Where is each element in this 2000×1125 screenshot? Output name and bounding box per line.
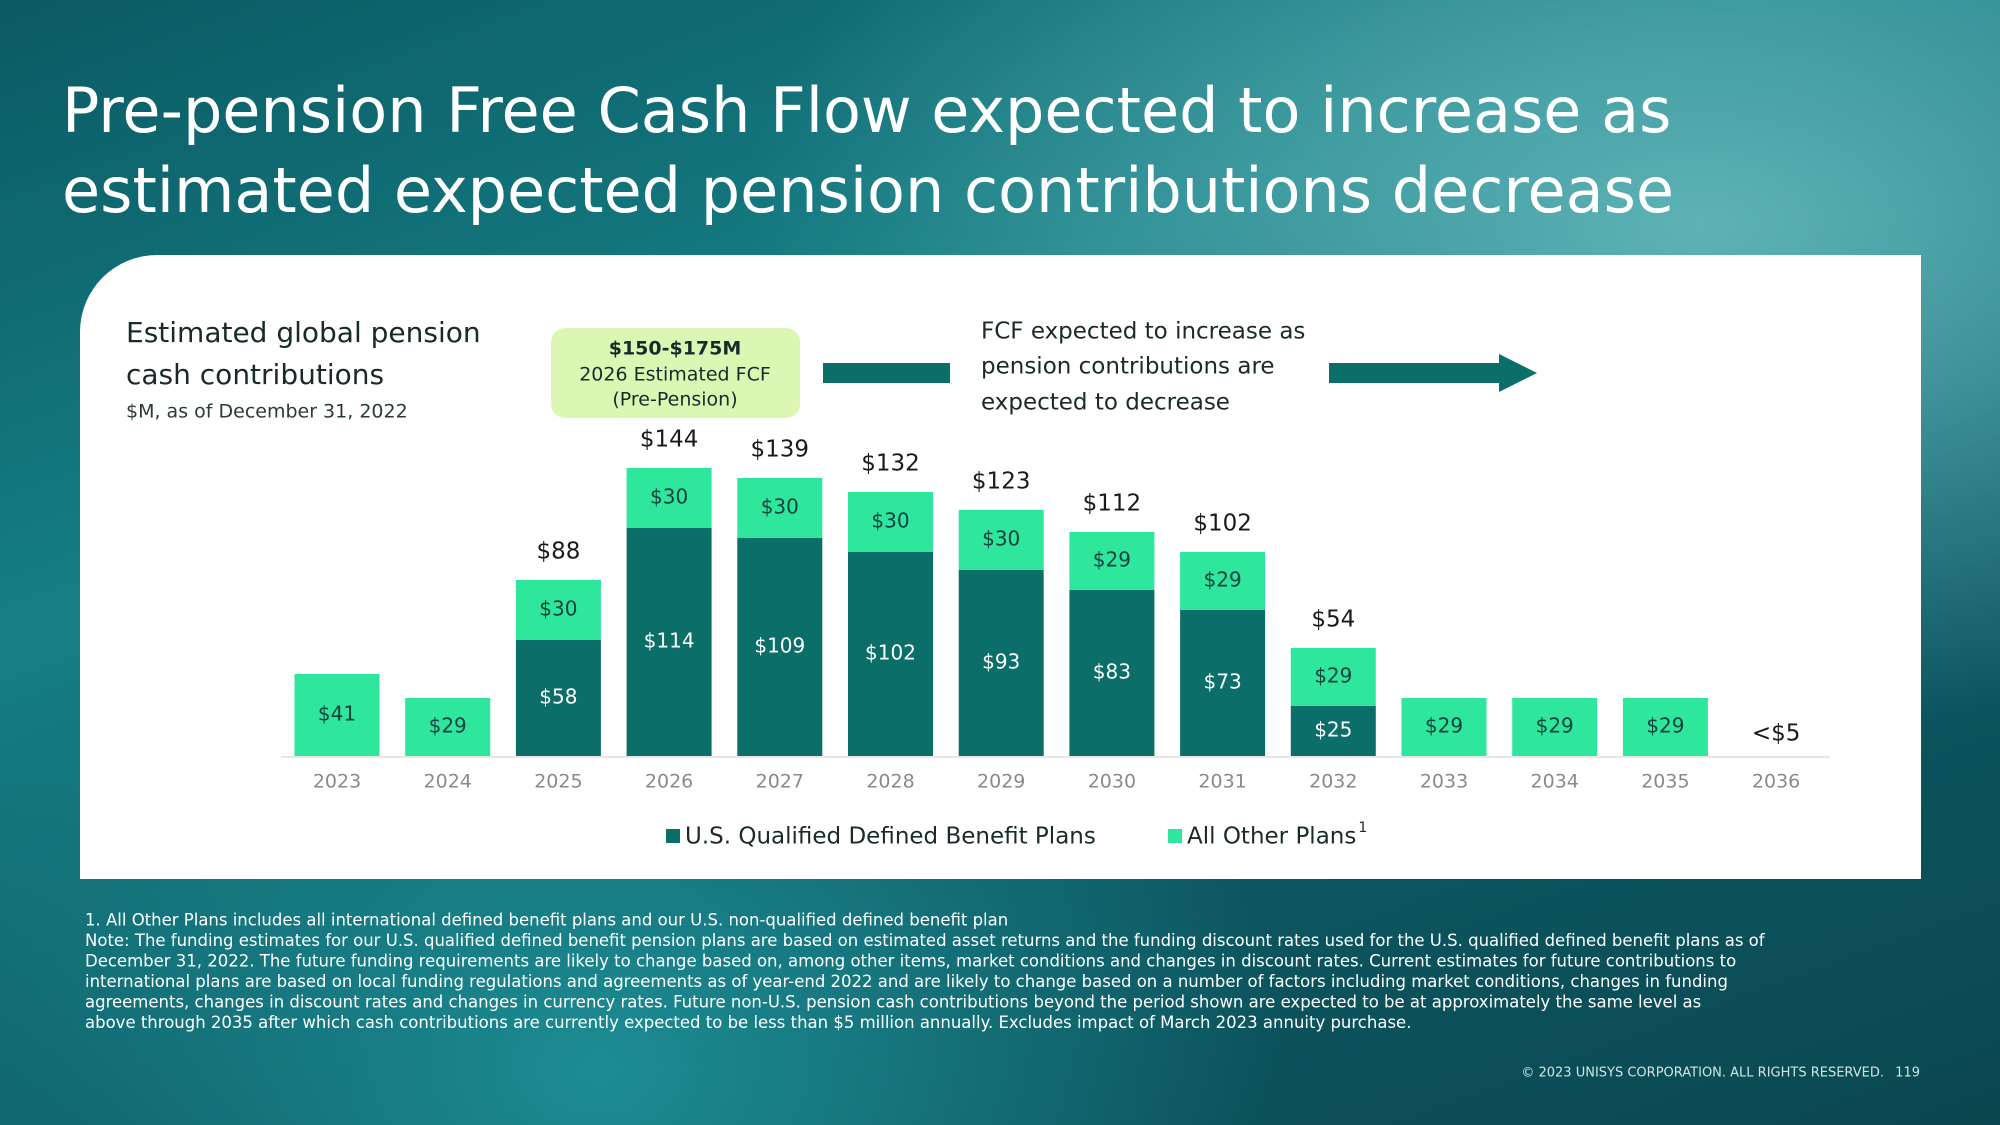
legend-label: All Other Plans — [1187, 824, 1356, 850]
data-label: $29 — [429, 714, 467, 738]
footnotes: 1. All Other Plans includes all internat… — [85, 911, 1766, 1033]
data-label: $109 — [754, 634, 805, 658]
x-tick-label: 2032 — [1309, 771, 1357, 793]
callout-box — [551, 328, 800, 418]
x-tick-label: 2024 — [424, 771, 472, 793]
bar-segment — [626, 468, 712, 528]
callout-text: (Pre-Pension) — [612, 389, 737, 411]
x-tick-label: 2026 — [645, 771, 693, 793]
bar-segment — [1180, 552, 1266, 610]
total-label: $88 — [536, 539, 580, 565]
bar-segment — [1180, 610, 1266, 756]
annotation: pension contributions are — [981, 354, 1275, 380]
footnote: agreements, changes in discount rates an… — [85, 993, 1701, 1012]
data-label: $29 — [1093, 548, 1131, 572]
bar-segment — [958, 510, 1044, 570]
copyright: © 2023 UNISYS CORPORATION. ALL RIGHTS RE… — [1521, 1066, 1884, 1081]
bar-segment — [1290, 648, 1376, 706]
bar-segment — [737, 538, 823, 756]
arrow-bar — [823, 363, 950, 383]
x-tick-label: 2028 — [866, 771, 914, 793]
page-number: 119 — [1895, 1066, 1920, 1081]
data-label: $58 — [539, 685, 577, 709]
bar-segment — [1069, 590, 1155, 756]
bar-segment — [294, 674, 380, 756]
x-tick-label: 2025 — [534, 771, 582, 793]
annotation: expected to decrease — [981, 390, 1230, 416]
bar-segment — [1401, 698, 1487, 756]
x-tick-label: 2035 — [1641, 771, 1689, 793]
bar-segment — [405, 698, 491, 756]
x-tick-label: 2023 — [313, 771, 361, 793]
annotation: FCF expected to increase as — [981, 319, 1305, 345]
total-label: <$5 — [1752, 721, 1801, 747]
legend-swatch — [666, 829, 680, 843]
x-tick-label: 2036 — [1752, 771, 1800, 793]
x-tick-label: 2033 — [1420, 771, 1468, 793]
data-label: $29 — [1536, 714, 1574, 738]
legend-footnote-marker: 1 — [1358, 820, 1367, 836]
footnote: above through 2035 after which cash cont… — [85, 1013, 1411, 1032]
x-tick-label: 2034 — [1531, 771, 1579, 793]
data-label: $41 — [318, 702, 356, 726]
x-tick-label: 2031 — [1198, 771, 1246, 793]
total-label: $132 — [861, 451, 920, 477]
total-label: $139 — [751, 437, 810, 463]
data-label: $30 — [982, 527, 1020, 551]
data-label: $114 — [644, 629, 695, 653]
data-label: $93 — [982, 650, 1020, 674]
data-label: $83 — [1093, 660, 1131, 684]
legend-label: U.S. Qualified Defined Benefit Plans — [685, 824, 1096, 850]
footnote: Note: The funding estimates for our U.S.… — [85, 931, 1766, 950]
chart-subtitle: $M, as of December 31, 2022 — [126, 401, 408, 423]
footnote: international plans are based on local f… — [85, 972, 1728, 991]
data-label: $73 — [1204, 670, 1242, 694]
data-label: $29 — [1204, 568, 1242, 592]
bar-segment — [737, 478, 823, 538]
total-label: $102 — [1193, 511, 1252, 537]
data-label: $102 — [865, 641, 916, 665]
data-label: $30 — [539, 597, 577, 621]
data-label: $29 — [1314, 664, 1352, 688]
footnote: December 31, 2022. The future funding re… — [85, 952, 1736, 971]
x-tick-label: 2029 — [977, 771, 1025, 793]
legend-swatch — [1168, 829, 1182, 843]
x-tick-label: 2030 — [1088, 771, 1136, 793]
data-label: $30 — [650, 485, 688, 509]
total-label: $112 — [1083, 491, 1142, 517]
data-label: $30 — [871, 509, 909, 533]
data-label: $29 — [1646, 714, 1684, 738]
total-label: $54 — [1311, 607, 1355, 633]
bar-segment — [1512, 698, 1598, 756]
bar-segment — [1622, 698, 1708, 756]
bar-segment — [515, 640, 601, 756]
bar-segment — [1290, 706, 1376, 756]
arrow — [1329, 354, 1537, 392]
bar-segment — [848, 492, 933, 552]
bar-segment — [958, 570, 1044, 756]
chart-title: cash contributions — [126, 358, 384, 391]
data-label: $25 — [1314, 718, 1352, 742]
slide-title: estimated expected pension contributions… — [62, 154, 1674, 227]
bar-segment — [848, 552, 933, 756]
bar-segment — [626, 528, 712, 756]
chart-title: Estimated global pension — [126, 316, 481, 349]
footnote: 1. All Other Plans includes all internat… — [85, 911, 1008, 930]
total-label: $144 — [640, 427, 699, 453]
data-label: $29 — [1425, 714, 1463, 738]
slide-title: Pre-pension Free Cash Flow expected to i… — [62, 74, 1671, 147]
callout-text: $150-$175M — [609, 338, 742, 360]
data-label: $30 — [761, 495, 799, 519]
bar-segment — [1069, 532, 1155, 590]
callout-text: 2026 Estimated FCF — [579, 364, 771, 386]
total-label: $123 — [972, 469, 1031, 495]
bar-segment — [515, 580, 601, 640]
x-tick-label: 2027 — [756, 771, 804, 793]
